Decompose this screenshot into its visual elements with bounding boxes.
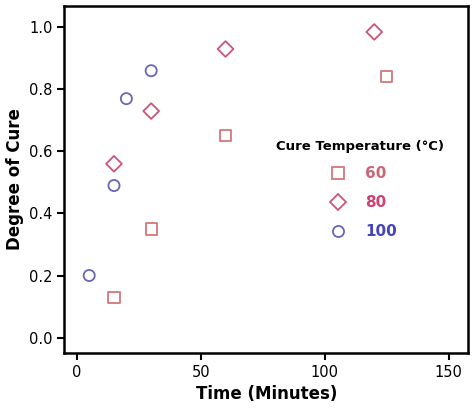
- Point: [123, 95, 130, 102]
- Point: [371, 29, 378, 35]
- Point: [147, 108, 155, 115]
- Point: [110, 294, 118, 301]
- Point: [110, 182, 118, 189]
- Point: [147, 67, 155, 74]
- Point: [85, 272, 93, 279]
- Point: [147, 226, 155, 232]
- Point: [383, 74, 391, 80]
- Y-axis label: Degree of Cure: Degree of Cure: [6, 108, 24, 250]
- Legend: 60, 80, 100: 60, 80, 100: [266, 130, 453, 248]
- Point: [110, 161, 118, 167]
- X-axis label: Time (Minutes): Time (Minutes): [196, 385, 337, 403]
- Point: [222, 133, 229, 139]
- Point: [222, 46, 229, 52]
